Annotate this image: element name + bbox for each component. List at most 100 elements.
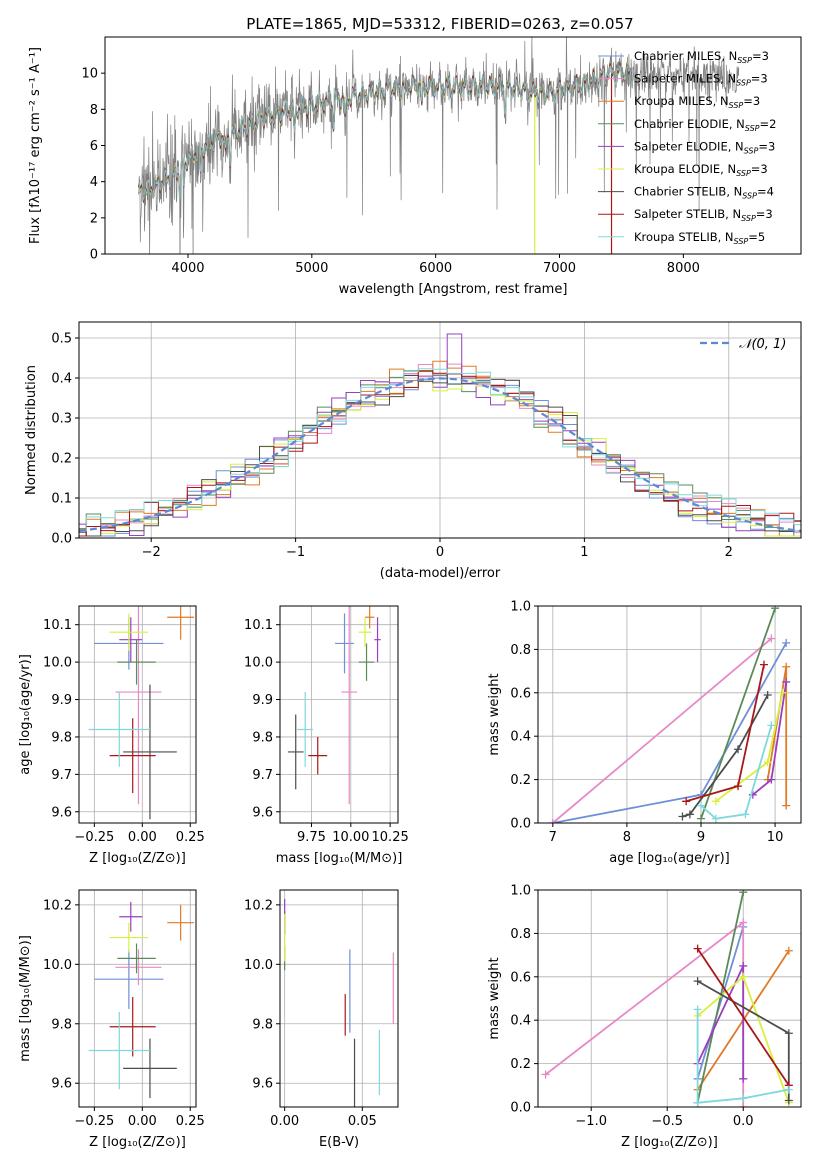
chart-residuals: −2 −1 0 1 2 0.0 0.1 0.2 0.3 0.4 0.5 (data-model)/er… (24, 321, 802, 581)
weight-marker-salpeter_elodie (782, 677, 791, 686)
weight-line-salpeter_miles (552, 637, 772, 823)
weight-line-kroupa_stelib (696, 1009, 789, 1104)
x-tick-label: −0.5 (651, 1114, 683, 1129)
y-tick-label: 10.1 (43, 618, 72, 633)
weight-marker-chabrier_elodie (739, 890, 748, 897)
y-tick-label: 0.6 (510, 970, 531, 985)
x-tick-label: 7 (549, 830, 557, 845)
y-tick-label: 9.6 (252, 805, 273, 820)
weight-line-salpeter_stelib (685, 664, 765, 803)
chart-mass_vs_ebv: 0.00 0.05 9.6 9.8 10.0 10.2 E(B-V) (244, 889, 399, 1150)
legend-label-kroupa_elodie: Kroupa ELODIE, NSSP=3 (634, 162, 768, 178)
weight-marker-chabrier_stelib (678, 812, 687, 821)
x-tick-label: 0.00 (128, 830, 157, 845)
x-tick-label: 9 (697, 830, 705, 845)
y-axis-label: Normed distribution (24, 365, 39, 495)
y-tick-label: 0.0 (51, 532, 72, 547)
legend-label-salpeter_stelib: Salpeter STELIB, NSSP=3 (634, 207, 773, 223)
x-tick-label: 8 (623, 830, 631, 845)
chart-spectrum: 4000 5000 6000 7000 8000 0 2 4 6 8 10 wavelength [A… (28, 36, 802, 297)
weight-marker-salpeter_miles (739, 1103, 748, 1107)
y-axis-label: mass weight (487, 957, 502, 1039)
x-tick-label: 0.05 (348, 1114, 377, 1129)
axes-frame (537, 889, 802, 1108)
y-tick-label: 0.4 (510, 1014, 531, 1029)
weight-marker-kroupa_stelib (741, 810, 750, 819)
legend-label-kroupa_miles: Kroupa MILES, NSSP=3 (634, 94, 760, 110)
y-tick-label: 0.8 (510, 643, 531, 658)
x-axis-label: E(B-V) (319, 1135, 359, 1150)
y-tick-label: 10.0 (43, 656, 72, 671)
x-axis-label: Z [log₁₀(Z/Z⊙)] (89, 851, 186, 866)
y-tick-label: 9.8 (252, 730, 273, 745)
x-axis-label: wavelength [Angstrom, rest frame] (339, 282, 568, 297)
y-tick-label: 9.8 (51, 1017, 72, 1032)
y-tick-label: 9.7 (252, 768, 273, 783)
x-tick-label: 1 (580, 545, 588, 560)
x-axis-label: mass [log₁₀(M/M⊙)] (276, 851, 403, 866)
weight-marker-chabrier_stelib (734, 745, 743, 754)
weight-line-salpeter_miles (545, 920, 745, 1107)
y-tick-label: 0.8 (510, 927, 531, 942)
x-tick-label: 5000 (295, 261, 328, 276)
gaussian-legend-label: 𝒩(0, 1) (739, 337, 786, 352)
y-axis-label: Flux [fλ10⁻¹⁷ erg cm⁻² s⁻¹ A⁻¹] (28, 47, 43, 244)
x-tick-label: 0.0 (733, 1114, 754, 1129)
weight-marker-kroupa_elodie (711, 797, 720, 806)
legend-label-kroupa_stelib: Kroupa STELIB, NSSP=5 (634, 230, 765, 246)
weight-marker-salpeter_elodie (767, 775, 776, 784)
chart-age_vs_mass: 9.75 10.00 10.25 9.6 9.7 9.8 9.9 10.0 10.1 mass [… (244, 605, 409, 866)
y-tick-label: 9.6 (51, 1077, 72, 1092)
weight-marker-salpeter_miles (541, 1070, 550, 1079)
y-tick-label: 8 (90, 103, 98, 118)
x-axis-label: age [log₁₀(age/yr)] (609, 851, 730, 866)
y-tick-label: 9.6 (51, 805, 72, 820)
x-axis-label: Z [log₁₀(Z/Z⊙)] (621, 1135, 718, 1150)
weight-marker-kroupa_miles (782, 662, 791, 671)
weight-marker-kroupa_elodie (778, 688, 787, 697)
plot-area (79, 333, 801, 537)
x-tick-label: 8000 (667, 261, 700, 276)
y-tick-label: 10.2 (244, 898, 273, 913)
y-tick-label: 1.0 (510, 600, 531, 615)
weight-marker-chabrier_elodie (696, 814, 705, 823)
residual-hist-salpeter_stelib (79, 370, 801, 537)
x-tick-label: 4000 (171, 261, 204, 276)
y-tick-label: 0.3 (51, 412, 72, 427)
weight-marker-kroupa_elodie (763, 758, 772, 767)
y-tick-label: 0.4 (51, 372, 72, 387)
weight-marker-kroupa_stelib (739, 1094, 748, 1103)
x-tick-label: −0.25 (74, 1114, 114, 1129)
weight-marker-kroupa_miles (784, 946, 793, 955)
y-tick-label: 0.4 (510, 730, 531, 745)
x-tick-label: 7000 (543, 261, 576, 276)
y-tick-label: 0.5 (51, 332, 72, 347)
chart-mass_vs_Z: −0.25 0.00 0.25 9.6 9.8 10.0 10.2 Z [log₁₀(Z/Z⊙… (18, 889, 205, 1150)
y-tick-label: 0.2 (51, 452, 72, 467)
weight-marker-kroupa_stelib (693, 1098, 702, 1107)
spectrum-model-line-kroupa_stelib (138, 63, 635, 202)
weight-marker-chabrier_stelib (763, 690, 772, 699)
weight-marker-salpeter_miles (739, 918, 748, 927)
weight-marker-kroupa_stelib (693, 1005, 702, 1014)
y-tick-label: 9.7 (51, 768, 72, 783)
x-tick-label: 6000 (419, 261, 452, 276)
y-axis-label: mass weight (487, 673, 502, 755)
y-tick-label: 9.6 (252, 1077, 273, 1092)
x-axis-label: Z [log₁₀(Z/Z⊙)] (89, 1135, 186, 1150)
y-tick-label: 0.2 (510, 773, 531, 788)
axes-frame (279, 889, 399, 1108)
x-tick-label: 10 (767, 830, 784, 845)
weight-marker-kroupa_elodie (739, 972, 748, 981)
y-axis-label: age [log₁₀(age/yr)] (18, 654, 33, 775)
weight-marker-salpeter_stelib (734, 782, 743, 791)
plot-area (287, 606, 381, 805)
y-axis-label: mass [log₁₀(M/M⊙)] (18, 935, 33, 1062)
x-tick-label: −2 (142, 545, 161, 560)
x-tick-label: 10.25 (372, 830, 409, 845)
plot-area (284, 898, 394, 1107)
x-tick-label: 0.25 (176, 1114, 205, 1129)
weight-marker-kroupa_stelib (767, 721, 776, 730)
weight-line-chabrier_miles (696, 926, 745, 1080)
